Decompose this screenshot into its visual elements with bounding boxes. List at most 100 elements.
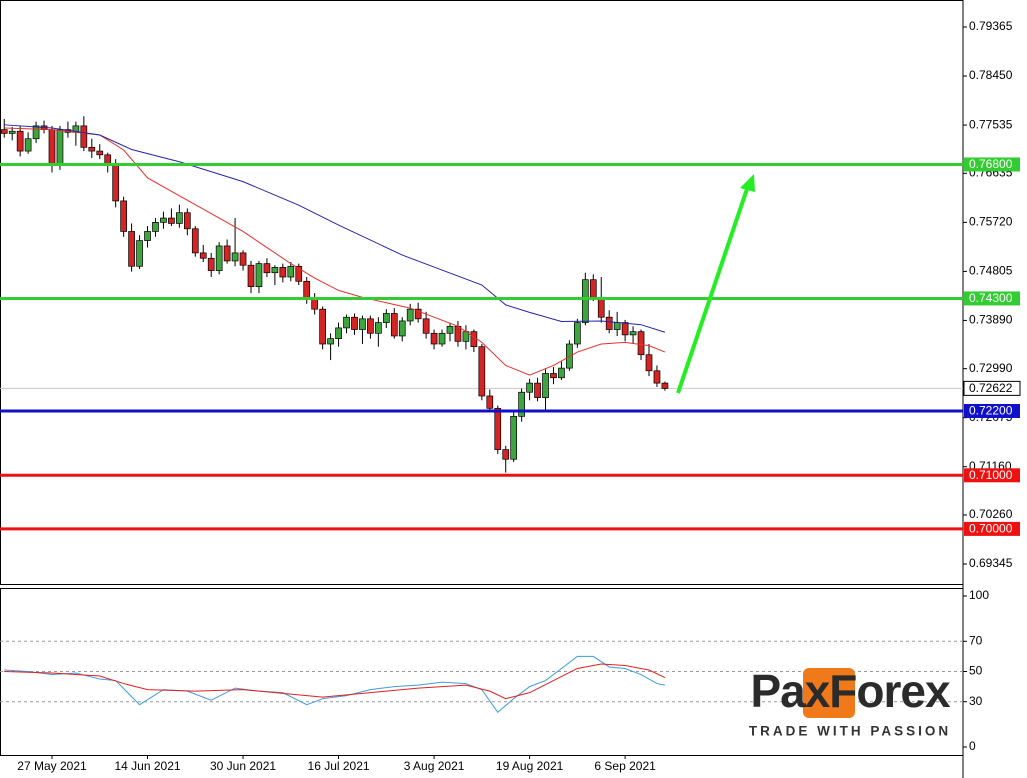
- candle-body: [80, 125, 88, 148]
- candle-body: [48, 129, 56, 165]
- candle-body: [56, 129, 64, 165]
- candle-body: [223, 245, 231, 262]
- rsi-line: [4, 655, 666, 714]
- candle-body: [239, 252, 247, 266]
- y-tick-label: 0.74805: [969, 264, 1013, 278]
- x-tick-label: 27 May 2021: [17, 759, 87, 773]
- candle-body: [605, 316, 613, 330]
- y-tick-label: 0.77535: [969, 117, 1013, 131]
- candle-body: [144, 231, 151, 241]
- level-label: 0.72200: [969, 404, 1013, 418]
- candle-body: [311, 298, 319, 310]
- x-tick-label: 3 Aug 2021: [404, 759, 465, 773]
- level-tag: [964, 468, 1020, 483]
- candle-body: [629, 331, 637, 336]
- y-tick-label: 0.79365: [969, 19, 1013, 33]
- candle-body: [653, 370, 661, 384]
- moving-average: [4, 124, 666, 333]
- candle-body: [168, 217, 175, 224]
- candle-body: [518, 391, 525, 417]
- candle-body: [120, 200, 127, 232]
- rsi-line: [4, 663, 666, 700]
- candle-body: [430, 332, 438, 345]
- candle-body: [303, 280, 311, 299]
- candle-body: [438, 332, 446, 345]
- candle-body: [478, 346, 486, 397]
- candle-body: [454, 325, 462, 342]
- candle-body: [0, 129, 8, 134]
- candle-body: [621, 322, 629, 336]
- candle-body: [279, 267, 287, 278]
- candle-body: [343, 316, 350, 329]
- candle-body: [486, 395, 494, 409]
- candle-body: [534, 382, 541, 398]
- candle-body: [271, 267, 279, 274]
- candle-body: [367, 318, 374, 334]
- level-label: 0.70000: [969, 522, 1013, 536]
- candle-body: [581, 279, 589, 323]
- candle-body: [550, 373, 557, 379]
- y-tick-label: 0.78450: [969, 68, 1013, 82]
- candle-body: [231, 252, 239, 262]
- candle-body: [526, 382, 533, 393]
- candle-body: [215, 245, 223, 271]
- candle-body: [359, 318, 366, 330]
- level-label: 0.71000: [969, 468, 1013, 482]
- candle-body: [382, 313, 390, 323]
- candle-body: [96, 150, 104, 156]
- candle-body: [661, 382, 669, 389]
- last-price-label: 0.72622: [969, 381, 1013, 395]
- level-tag: [964, 403, 1020, 418]
- candle-body: [112, 165, 120, 202]
- candle-body: [247, 264, 255, 288]
- y-tick-label: 0: [969, 739, 976, 753]
- candle-body: [152, 221, 159, 232]
- candle-body: [335, 327, 342, 339]
- y-tick-label: 0.73890: [969, 313, 1013, 327]
- candle-body: [637, 331, 645, 356]
- candle-body: [542, 373, 549, 398]
- level-label: 0.76800: [969, 157, 1013, 171]
- candle-body: [645, 354, 653, 372]
- logo-tagline: TRADE WITH PASSION: [749, 724, 951, 739]
- arrow-shaft: [676, 185, 750, 394]
- candle-body: [406, 308, 414, 322]
- candle-body: [470, 331, 478, 348]
- logo-brand: PaxForex: [750, 665, 951, 717]
- candle-body: [8, 130, 16, 134]
- last-price-tag: [963, 380, 1021, 396]
- candle-body: [199, 252, 207, 259]
- candle-body: [183, 212, 191, 230]
- candle-body: [136, 240, 143, 267]
- candle-body: [207, 257, 215, 271]
- candle-body: [613, 322, 621, 330]
- arrow-head: [740, 174, 755, 192]
- logo: PaxForex TRADE WITH PASSION: [749, 665, 952, 739]
- logo-badge: [803, 668, 855, 718]
- arrow: [676, 174, 755, 394]
- candle-body: [510, 415, 518, 460]
- candle-body: [32, 125, 40, 140]
- x-tick-label: 16 Jul 2021: [308, 759, 370, 773]
- candle-body: [375, 322, 382, 334]
- candle-body: [414, 308, 422, 320]
- y-tick-label: 30: [969, 694, 983, 708]
- level-tag: [964, 291, 1020, 306]
- candle-body: [351, 316, 358, 330]
- candle-body: [88, 146, 96, 152]
- candle-body: [327, 338, 334, 345]
- candle-body: [574, 322, 581, 345]
- candle-body: [191, 228, 199, 254]
- candle-body: [494, 407, 502, 450]
- x-tick-label: 30 Jun 2021: [210, 759, 276, 773]
- candle-body: [16, 130, 24, 152]
- candle-body: [24, 138, 32, 152]
- level-tag: [964, 521, 1020, 536]
- x-tick-label: 19 Aug 2021: [496, 759, 564, 773]
- level-tag: [964, 157, 1020, 172]
- candle-body: [502, 449, 510, 460]
- candle-body: [128, 231, 135, 267]
- candle-body: [398, 320, 406, 337]
